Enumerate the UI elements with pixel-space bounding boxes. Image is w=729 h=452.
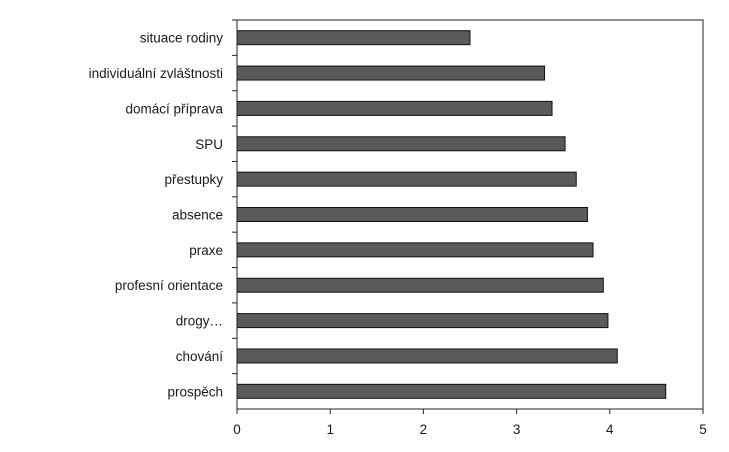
x-tick-label-1: 1 bbox=[326, 422, 334, 437]
x-tick-label-3: 3 bbox=[513, 422, 521, 437]
category-label-6: praxe bbox=[189, 243, 223, 258]
category-label-3: SPU bbox=[195, 137, 223, 152]
category-label-9: chování bbox=[176, 349, 224, 364]
category-label-2: domácí příprava bbox=[125, 101, 223, 116]
category-label-10: prospěch bbox=[167, 384, 223, 399]
bar-10 bbox=[236, 383, 667, 399]
x-tick-label-4: 4 bbox=[606, 422, 614, 437]
bar-8 bbox=[236, 313, 609, 329]
bar-0 bbox=[236, 30, 471, 46]
category-label-7: profesní orientace bbox=[115, 278, 223, 293]
bars-layer bbox=[236, 30, 667, 399]
category-label-1: individuální zvláštnosti bbox=[89, 66, 223, 81]
category-label-5: absence bbox=[172, 208, 223, 223]
bar-4 bbox=[236, 171, 577, 187]
bar-2 bbox=[236, 100, 553, 116]
category-label-0: situace rodiny bbox=[140, 31, 224, 46]
bar-1 bbox=[236, 65, 546, 81]
x-axis-ticks: 0 1 2 3 4 5 bbox=[232, 19, 707, 437]
bar-3 bbox=[236, 136, 566, 152]
category-label-4: přestupky bbox=[164, 172, 223, 187]
plot-frame bbox=[236, 19, 704, 410]
x-tick-label-2: 2 bbox=[420, 422, 428, 437]
bar-7 bbox=[236, 277, 604, 293]
category-labels: situace rodiny individuální zvláštnosti do… bbox=[89, 31, 224, 400]
bar-5 bbox=[236, 207, 588, 222]
bar-6 bbox=[236, 242, 594, 258]
category-label-8: drogy… bbox=[176, 314, 223, 329]
bar-9 bbox=[236, 348, 618, 364]
x-tick-label-5: 5 bbox=[699, 422, 707, 437]
x-tick-label-0: 0 bbox=[233, 422, 241, 437]
